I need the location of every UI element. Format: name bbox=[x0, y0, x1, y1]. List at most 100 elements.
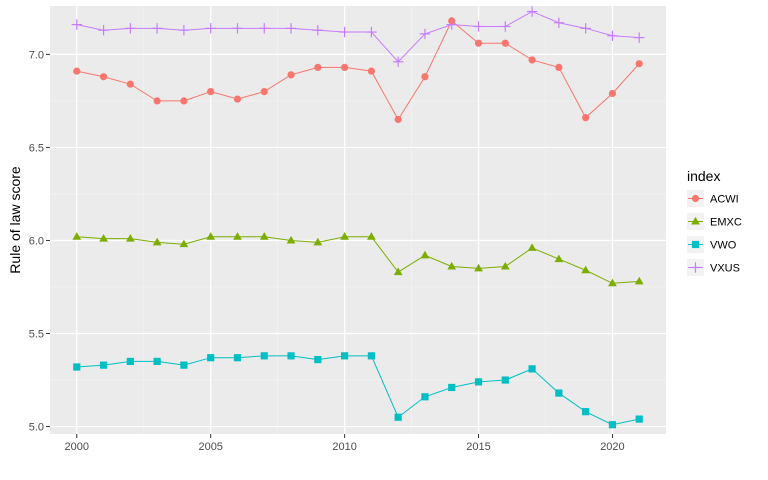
data-point-emxc bbox=[206, 232, 216, 240]
legend-keys: ACWI EMXC VWO VXUS bbox=[687, 190, 742, 276]
data-point-vwo bbox=[73, 363, 81, 371]
legend: index ACWI EMXC VWO VXUS bbox=[687, 168, 742, 276]
data-point-acwi bbox=[126, 80, 134, 88]
data-point-emxc bbox=[125, 234, 135, 242]
data-point-acwi bbox=[528, 56, 536, 64]
data-point-emxc bbox=[179, 239, 189, 248]
data-point-vxus bbox=[366, 26, 377, 38]
legend-title: index bbox=[687, 168, 720, 184]
series-emxc bbox=[72, 232, 644, 287]
data-point-emxc bbox=[72, 232, 82, 240]
legend-key-marker bbox=[691, 240, 700, 249]
data-point-acwi bbox=[501, 39, 509, 47]
legend-label-acwi: ACWI bbox=[710, 194, 739, 206]
data-point-vwo bbox=[608, 421, 617, 429]
data-point-emxc bbox=[527, 243, 537, 251]
data-point-emxc bbox=[608, 278, 617, 287]
data-point-vwo bbox=[314, 355, 322, 364]
x-tick-label: 2010 bbox=[332, 441, 356, 453]
data-point-acwi bbox=[207, 88, 215, 96]
data-point-emxc bbox=[340, 232, 349, 240]
legend-item-vxus: VXUS bbox=[687, 259, 740, 276]
data-point-acwi bbox=[233, 95, 242, 103]
data-point-vwo bbox=[287, 352, 295, 360]
data-point-emxc bbox=[474, 263, 483, 272]
y-axis: 5.0 5.5 6.0 6.5 7.0 bbox=[29, 49, 50, 434]
data-point-vxus bbox=[339, 26, 350, 38]
data-point-emxc bbox=[259, 232, 269, 240]
series-line-emxc bbox=[76, 236, 640, 284]
data-point-vwo bbox=[394, 413, 402, 421]
legend-key-marker bbox=[690, 262, 701, 273]
data-point-acwi bbox=[99, 73, 108, 81]
data-point-emxc bbox=[367, 232, 376, 240]
data-point-vwo bbox=[448, 383, 456, 392]
data-point-vxus bbox=[500, 21, 511, 32]
data-point-vwo bbox=[474, 378, 483, 386]
series-line-acwi bbox=[76, 20, 640, 121]
data-point-emxc bbox=[152, 237, 162, 246]
data-point-vxus bbox=[285, 23, 297, 34]
data-point-emxc bbox=[313, 237, 323, 246]
data-point-emxc bbox=[500, 261, 510, 270]
legend-item-acwi: ACWI bbox=[687, 190, 739, 207]
legend-label-vwo: VWO bbox=[710, 240, 737, 252]
data-point-vxus bbox=[178, 24, 190, 36]
data-point-vwo bbox=[126, 357, 134, 366]
data-point-vxus bbox=[392, 56, 404, 68]
data-point-acwi bbox=[73, 67, 81, 75]
data-point-emxc bbox=[554, 254, 564, 263]
data-point-emxc bbox=[581, 265, 591, 274]
data-point-vwo bbox=[233, 354, 242, 362]
data-point-acwi bbox=[555, 63, 563, 72]
y-tick-label: 7.0 bbox=[29, 49, 44, 61]
data-point-vwo bbox=[421, 393, 429, 401]
data-point-vxus bbox=[446, 19, 457, 30]
data-point-emxc bbox=[393, 267, 403, 276]
series-line-vxus bbox=[76, 11, 640, 63]
data-point-vwo bbox=[528, 365, 536, 373]
data-point-emxc bbox=[420, 250, 430, 259]
data-point-acwi bbox=[287, 71, 295, 79]
data-point-vwo bbox=[260, 352, 268, 360]
legend-item-emxc: EMXC bbox=[687, 213, 742, 230]
data-point-vxus bbox=[553, 17, 565, 28]
legend-item-vwo: VWO bbox=[687, 236, 737, 253]
data-point-vwo bbox=[341, 352, 349, 360]
data-point-acwi bbox=[180, 97, 188, 105]
data-point-acwi bbox=[421, 73, 429, 81]
data-point-vxus bbox=[419, 28, 431, 40]
data-point-vxus bbox=[473, 21, 484, 32]
data-point-emxc bbox=[286, 235, 296, 244]
data-point-acwi bbox=[608, 89, 617, 98]
data-point-vxus bbox=[151, 23, 163, 34]
series-vxus bbox=[71, 6, 645, 68]
data-point-emxc bbox=[233, 232, 242, 240]
data-point-vwo bbox=[153, 357, 161, 366]
data-point-acwi bbox=[153, 97, 161, 105]
data-point-emxc bbox=[99, 234, 108, 242]
data-point-acwi bbox=[341, 63, 349, 72]
data-point-acwi bbox=[314, 63, 322, 72]
data-point-acwi bbox=[394, 115, 402, 124]
data-point-acwi bbox=[474, 39, 483, 47]
legend-label-vxus: VXUS bbox=[710, 263, 740, 275]
data-point-vwo bbox=[180, 361, 188, 369]
data-point-vxus bbox=[125, 23, 136, 34]
minor-gridlines bbox=[50, 6, 666, 434]
major-gridlines bbox=[50, 6, 666, 434]
data-point-acwi bbox=[260, 88, 268, 96]
y-axis-title: Rule of law score bbox=[7, 166, 23, 274]
x-axis: 2000 2005 2010 2015 2020 bbox=[65, 434, 625, 453]
data-point-vwo bbox=[367, 352, 375, 360]
data-point-emxc bbox=[447, 261, 457, 270]
y-tick-label: 6.0 bbox=[29, 235, 44, 247]
data-point-acwi bbox=[582, 114, 590, 122]
plot-panel bbox=[50, 6, 666, 434]
data-point-vxus bbox=[71, 19, 82, 30]
series-vwo bbox=[73, 352, 643, 429]
y-tick-label: 6.5 bbox=[29, 142, 44, 154]
series-layer bbox=[71, 6, 645, 429]
data-point-vwo bbox=[582, 408, 590, 416]
